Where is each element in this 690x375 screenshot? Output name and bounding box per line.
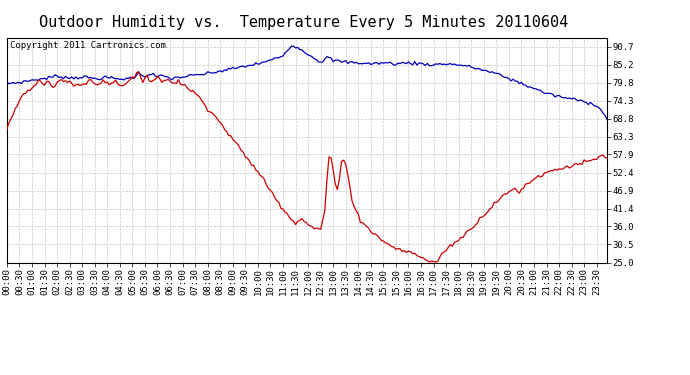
Text: Outdoor Humidity vs.  Temperature Every 5 Minutes 20110604: Outdoor Humidity vs. Temperature Every 5… xyxy=(39,15,569,30)
Text: Copyright 2011 Cartronics.com: Copyright 2011 Cartronics.com xyxy=(10,41,166,50)
